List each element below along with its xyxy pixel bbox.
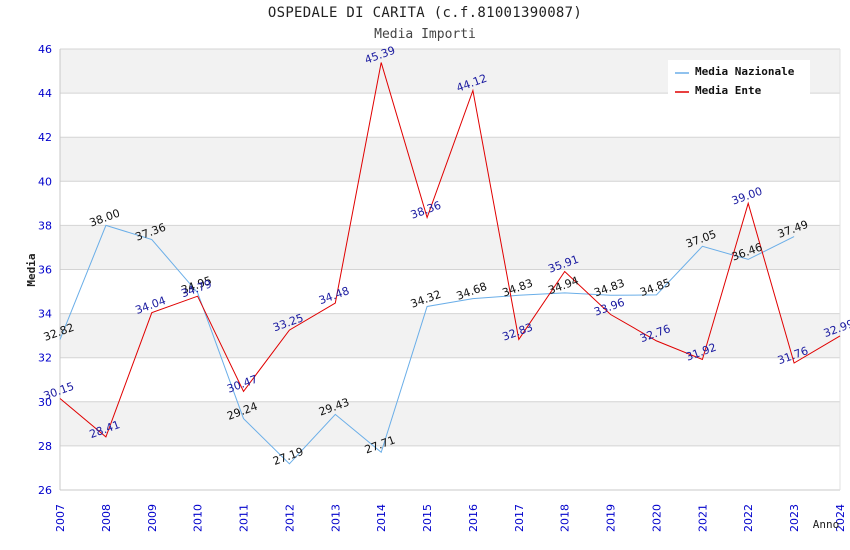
x-tick-label: 2008 bbox=[100, 504, 113, 532]
legend-label-national: Media Nazionale bbox=[695, 65, 795, 78]
data-label-national: 27.19 bbox=[271, 445, 305, 468]
plot-band bbox=[60, 137, 840, 182]
y-tick-label: 32 bbox=[38, 352, 52, 365]
y-tick-label: 36 bbox=[38, 264, 52, 277]
x-tick-label: 2017 bbox=[513, 504, 526, 532]
plot-band bbox=[60, 313, 840, 358]
plot-band bbox=[60, 401, 840, 446]
chart-title: OSPEDALE DI CARITA (c.f.81001390087) bbox=[267, 5, 583, 21]
y-axis-title: Media bbox=[25, 253, 38, 286]
x-tick-label: 2020 bbox=[650, 504, 663, 532]
x-tick-label: 2024 bbox=[834, 504, 847, 532]
x-tick-label: 2011 bbox=[238, 504, 251, 532]
y-tick-label: 46 bbox=[38, 43, 52, 56]
data-label-ente: 30.15 bbox=[42, 380, 76, 403]
y-tick-label: 26 bbox=[38, 484, 52, 497]
y-tick-label: 34 bbox=[38, 308, 52, 321]
series-lines bbox=[59, 62, 841, 465]
legend: Media Nazionale Media Ente bbox=[668, 60, 810, 98]
x-axis-title: Anno bbox=[813, 518, 840, 531]
data-label-ente: 30.47 bbox=[225, 373, 259, 396]
x-tick-label: 2012 bbox=[283, 504, 296, 532]
plot-band bbox=[60, 225, 840, 270]
data-label-ente: 39.00 bbox=[730, 185, 764, 208]
data-label-national: 34.85 bbox=[638, 276, 672, 299]
axes bbox=[59, 49, 841, 491]
x-tick-labels: 2007 2008 2009 2010 2011 2012 2013 2014 2015 2016… bbox=[54, 504, 847, 532]
x-tick-label: 2023 bbox=[788, 504, 801, 532]
x-tick-label: 2007 bbox=[54, 504, 67, 532]
y-tick-label: 38 bbox=[38, 219, 52, 232]
x-tick-label: 2015 bbox=[421, 504, 434, 532]
y-tick-label: 40 bbox=[38, 175, 52, 188]
series-line-national bbox=[59, 224, 795, 465]
y-tick-label: 42 bbox=[38, 131, 52, 144]
data-label-ente: 38.36 bbox=[409, 199, 443, 222]
x-tick-label: 2013 bbox=[329, 504, 342, 532]
x-tick-label: 2021 bbox=[696, 504, 709, 532]
x-tick-label: 2022 bbox=[742, 504, 755, 532]
y-tick-label: 28 bbox=[38, 440, 52, 453]
data-label-national: 34.83 bbox=[501, 277, 535, 300]
plot-background-bands bbox=[60, 49, 840, 446]
x-tick-label: 2019 bbox=[605, 504, 618, 532]
x-tick-label: 2018 bbox=[559, 504, 572, 532]
x-tick-label: 2016 bbox=[467, 504, 480, 532]
x-tick-label: 2014 bbox=[375, 504, 388, 532]
x-tick-label: 2010 bbox=[192, 504, 205, 532]
data-label-national: 34.68 bbox=[455, 280, 489, 303]
y-tick-labels: 26 28 30 32 34 36 38 40 42 44 46 bbox=[38, 43, 52, 497]
legend-box bbox=[668, 60, 810, 98]
y-tick-label: 44 bbox=[38, 87, 52, 100]
gridlines bbox=[60, 48, 840, 491]
chart-subtitle: Media Importi bbox=[374, 27, 476, 42]
series-line-ente bbox=[59, 62, 841, 438]
legend-label-ente: Media Ente bbox=[695, 84, 762, 97]
x-tick-label: 2009 bbox=[146, 504, 159, 532]
y-tick-label: 30 bbox=[38, 396, 52, 409]
data-label-national: 34.32 bbox=[409, 288, 443, 311]
